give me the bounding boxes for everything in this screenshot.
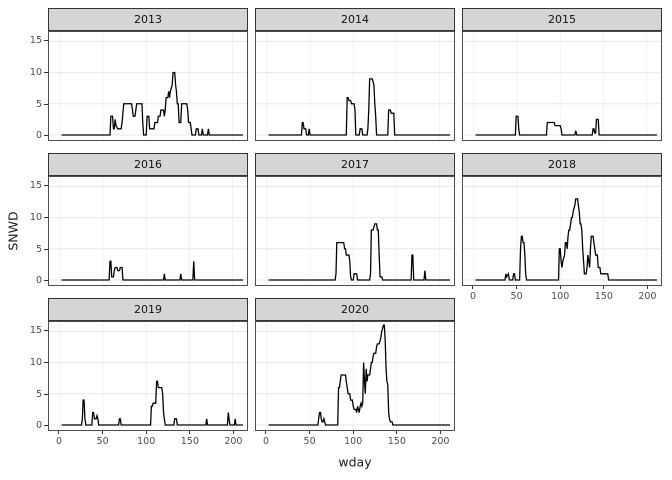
snwd-line [61, 260, 243, 281]
y-tick-label: 5 [35, 98, 42, 110]
line-plot-svg [49, 177, 247, 285]
facet-strip-label: 2013 [134, 13, 162, 26]
facet-plot-area [48, 321, 248, 431]
x-tick-mark [352, 431, 354, 434]
x-tick-mark [145, 431, 147, 434]
y-tick-label: 15 [29, 180, 42, 192]
x-tick-label: 0 [469, 291, 476, 302]
x-tick-label: 200 [638, 291, 657, 302]
x-tick-mark [559, 286, 561, 289]
y-tick-mark [44, 280, 48, 282]
facet-plot-area [462, 31, 662, 141]
line-plot-svg [49, 32, 247, 140]
snwd-line [268, 78, 450, 136]
y-tick-mark [44, 361, 48, 363]
y-tick-mark [44, 135, 48, 137]
facet-strip-label: 2016 [134, 158, 162, 171]
facet-strip-label: 2019 [134, 303, 162, 316]
x-tick-label: 200 [224, 436, 243, 447]
snwd-line [475, 198, 657, 281]
facet-strip: 2014 [255, 8, 455, 31]
facet-strip-label: 2020 [341, 303, 369, 316]
y-tick-label: 10 [29, 211, 42, 223]
facet-strip-label: 2018 [548, 158, 576, 171]
y-tick-mark [44, 103, 48, 105]
line-plot-svg [463, 32, 661, 140]
x-tick-mark [189, 431, 191, 434]
facet-strip: 2015 [462, 8, 662, 31]
y-tick-mark [44, 393, 48, 395]
x-tick-mark [439, 431, 441, 434]
x-tick-label: 150 [594, 291, 613, 302]
facet-strip: 2017 [255, 153, 455, 176]
y-tick-mark [44, 216, 48, 218]
y-tick-label: 15 [29, 325, 42, 337]
x-tick-label: 100 [137, 436, 156, 447]
facet-strip-label: 2014 [341, 13, 369, 26]
facet-plot-area [48, 31, 248, 141]
facet-strip: 2018 [462, 153, 662, 176]
y-tick-mark [44, 71, 48, 73]
x-tick-label: 50 [96, 436, 109, 447]
x-tick-mark [58, 431, 60, 434]
x-tick-mark [396, 431, 398, 434]
x-tick-label: 150 [180, 436, 199, 447]
y-axis-title: SNWD [5, 211, 21, 251]
snwd-line [61, 380, 243, 426]
facet-strip-label: 2017 [341, 158, 369, 171]
x-axis-title: wday [338, 454, 372, 470]
x-tick-mark [516, 286, 518, 289]
y-tick-label: 5 [35, 243, 42, 255]
y-tick-label: 15 [29, 35, 42, 47]
y-tick-mark [44, 185, 48, 187]
y-tick-label: 0 [35, 130, 42, 142]
y-tick-mark [44, 248, 48, 250]
facet-strip: 2016 [48, 153, 248, 176]
snwd-line [268, 223, 450, 281]
x-tick-mark [102, 431, 104, 434]
facet-plot-area [255, 31, 455, 141]
line-plot-svg [463, 177, 661, 285]
x-tick-label: 0 [55, 436, 62, 447]
y-tick-mark [44, 425, 48, 427]
x-tick-label: 50 [510, 291, 523, 302]
y-tick-label: 10 [29, 356, 42, 368]
y-tick-mark [44, 40, 48, 42]
x-tick-label: 200 [431, 436, 450, 447]
facet-strip: 2020 [255, 298, 455, 321]
x-tick-label: 100 [344, 436, 363, 447]
facet-plot-area [255, 176, 455, 286]
snwd-line [268, 324, 450, 426]
line-plot-svg [256, 322, 454, 430]
x-tick-mark [265, 431, 267, 434]
facet-strip: 2019 [48, 298, 248, 321]
x-tick-label: 150 [387, 436, 406, 447]
line-plot-svg [256, 32, 454, 140]
facet-strip-label: 2015 [548, 13, 576, 26]
facet-plot-area [255, 321, 455, 431]
y-tick-label: 0 [35, 275, 42, 287]
x-tick-mark [646, 286, 648, 289]
x-tick-mark [472, 286, 474, 289]
facet-plot-area [48, 176, 248, 286]
y-tick-label: 5 [35, 388, 42, 400]
facet-plot-area [462, 176, 662, 286]
x-tick-label: 50 [303, 436, 316, 447]
snwd-line [61, 71, 243, 136]
y-tick-label: 0 [35, 420, 42, 432]
y-tick-label: 10 [29, 66, 42, 78]
snwd-line [475, 115, 657, 136]
y-tick-mark [44, 330, 48, 332]
x-tick-mark [232, 431, 234, 434]
x-tick-label: 100 [551, 291, 570, 302]
x-tick-label: 0 [262, 436, 269, 447]
line-plot-svg [256, 177, 454, 285]
line-plot-svg [49, 322, 247, 430]
x-tick-mark [309, 431, 311, 434]
facet-strip: 2013 [48, 8, 248, 31]
x-tick-mark [603, 286, 605, 289]
